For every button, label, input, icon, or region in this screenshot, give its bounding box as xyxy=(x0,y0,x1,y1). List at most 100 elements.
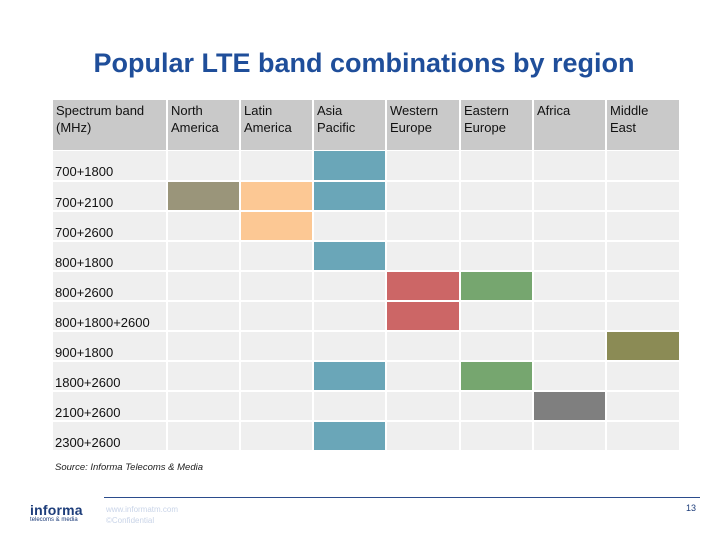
band-label: 700+2100 xyxy=(53,181,168,212)
band-marker-cell xyxy=(533,391,607,422)
table-row: 2100+2600 xyxy=(53,391,681,422)
empty-cell xyxy=(606,241,681,272)
table-row: 2300+2600 xyxy=(53,421,681,452)
empty-cell xyxy=(240,391,314,422)
empty-cell xyxy=(240,331,314,362)
lte-band-table: Spectrum band (MHz) North America Latin Am… xyxy=(53,100,681,452)
empty-cell xyxy=(240,151,314,182)
empty-cell xyxy=(460,331,534,362)
empty-cell xyxy=(240,421,314,452)
empty-cell xyxy=(606,421,681,452)
table-row: 800+1800+2600 xyxy=(53,301,681,332)
empty-cell xyxy=(313,211,387,242)
table-row: 700+2600 xyxy=(53,211,681,242)
empty-cell xyxy=(606,271,681,302)
table-row: 800+1800 xyxy=(53,241,681,272)
empty-cell xyxy=(606,301,681,332)
empty-cell xyxy=(313,271,387,302)
empty-cell xyxy=(606,211,681,242)
header-region: North America xyxy=(167,100,241,152)
empty-cell xyxy=(386,151,461,182)
footer-divider xyxy=(104,497,700,498)
table-row: 700+1800 xyxy=(53,151,681,182)
empty-cell xyxy=(240,271,314,302)
table-row: 1800+2600 xyxy=(53,361,681,392)
empty-cell xyxy=(167,211,241,242)
empty-cell xyxy=(386,391,461,422)
footer-text: www.informatm.com ©Confidential xyxy=(106,504,178,526)
empty-cell xyxy=(313,301,387,332)
empty-cell xyxy=(606,361,681,392)
header-region: Asia Pacific xyxy=(313,100,387,152)
empty-cell xyxy=(240,301,314,332)
band-label: 900+1800 xyxy=(53,331,168,362)
footer-website[interactable]: www.informatm.com xyxy=(106,505,179,514)
empty-cell xyxy=(167,361,241,392)
band-marker-cell xyxy=(460,361,534,392)
band-marker-cell xyxy=(240,181,314,212)
empty-cell xyxy=(460,181,534,212)
empty-cell xyxy=(533,361,607,392)
empty-cell xyxy=(533,151,607,182)
empty-cell xyxy=(386,181,461,212)
empty-cell xyxy=(460,421,534,452)
empty-cell xyxy=(240,361,314,392)
empty-cell xyxy=(460,391,534,422)
band-label: 700+1800 xyxy=(53,151,168,182)
slide-title: Popular LTE band combinations by region xyxy=(93,48,635,78)
empty-cell xyxy=(167,271,241,302)
empty-cell xyxy=(533,181,607,212)
empty-cell xyxy=(533,211,607,242)
header-region: Latin America xyxy=(240,100,314,152)
empty-cell xyxy=(606,151,681,182)
band-marker-cell xyxy=(386,271,461,302)
logo-wordmark: informa xyxy=(30,502,83,518)
header-region: Eastern Europe xyxy=(460,100,534,152)
empty-cell xyxy=(533,301,607,332)
logo-tagline: telecoms & media xyxy=(30,517,78,523)
empty-cell xyxy=(167,151,241,182)
empty-cell xyxy=(606,391,681,422)
empty-cell xyxy=(167,421,241,452)
source-note: Source: Informa Telecoms & Media xyxy=(55,462,204,473)
table-row: 700+2100 xyxy=(53,181,681,212)
band-label: 800+1800+2600 xyxy=(53,301,168,332)
band-marker-cell xyxy=(313,151,387,182)
band-label: 700+2600 xyxy=(53,211,168,242)
band-label: 1800+2600 xyxy=(53,361,168,392)
empty-cell xyxy=(167,301,241,332)
band-label: 800+1800 xyxy=(53,241,168,272)
empty-cell xyxy=(533,331,607,362)
empty-cell xyxy=(313,331,387,362)
empty-cell xyxy=(460,211,534,242)
empty-cell xyxy=(386,361,461,392)
header-spectrum-band: Spectrum band (MHz) xyxy=(53,100,168,152)
empty-cell xyxy=(460,241,534,272)
band-label: 2100+2600 xyxy=(53,391,168,422)
empty-cell xyxy=(167,391,241,422)
band-marker-cell xyxy=(313,241,387,272)
empty-cell xyxy=(313,391,387,422)
empty-cell xyxy=(533,271,607,302)
header-region: Middle East xyxy=(606,100,681,152)
page-number: 13 xyxy=(685,503,696,513)
empty-cell xyxy=(386,211,461,242)
empty-cell xyxy=(606,181,681,212)
empty-cell xyxy=(460,301,534,332)
empty-cell xyxy=(167,241,241,272)
empty-cell xyxy=(386,331,461,362)
empty-cell xyxy=(533,241,607,272)
band-marker-cell xyxy=(313,181,387,212)
empty-cell xyxy=(167,331,241,362)
band-label: 2300+2600 xyxy=(53,421,168,452)
empty-cell xyxy=(386,241,461,272)
informa-logo: informa telecoms & media xyxy=(30,502,100,523)
empty-cell xyxy=(240,241,314,272)
band-marker-cell xyxy=(386,301,461,332)
footer-confidential: ©Confidential xyxy=(106,516,155,525)
table-header-row: Spectrum band (MHz) North America Latin Am… xyxy=(53,100,681,152)
empty-cell xyxy=(533,421,607,452)
band-marker-cell xyxy=(606,331,681,362)
band-marker-cell xyxy=(167,181,241,212)
band-marker-cell xyxy=(460,271,534,302)
